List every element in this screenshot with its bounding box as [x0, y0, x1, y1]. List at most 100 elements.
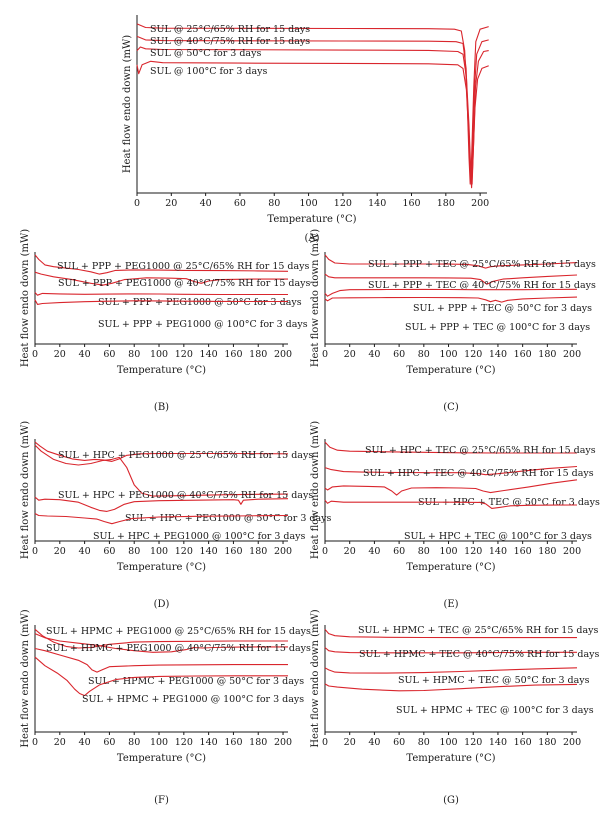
panel-b-x-axis-title: Temperature (°C) [117, 365, 206, 376]
panel-f-curve-3 [34, 647, 288, 673]
panel-d-series-label-3: SUL + HPC + PEG1000 @ 50°C for 3 days [125, 513, 331, 524]
panel-d-x-axis-title: Temperature (°C) [117, 562, 206, 573]
panel-g-x-tick-label: 200 [563, 737, 581, 748]
panel-b-x-tick-label: 200 [274, 349, 292, 360]
panel-c-x-axis-title: Temperature (°C) [406, 365, 495, 376]
panel-g-caption: (G) [443, 795, 459, 806]
panel-c-x-tick-label: 160 [514, 349, 532, 360]
panel-d-y-axis-title: Heat flow endo down (mW) [20, 421, 31, 559]
panel-d-x-tick-label: 120 [175, 546, 193, 557]
panel-c-caption: (C) [443, 402, 459, 413]
panel-g-series-label-2: SUL + HPMC + TEC @ 40°C/75% RH for 15 da… [359, 649, 599, 660]
panel-b-x-tick-label: 80 [128, 349, 140, 360]
panel-b-curve-1 [34, 254, 289, 275]
panel-f-curve-2 [34, 633, 288, 653]
panel-f-x-tick-label: 120 [175, 737, 193, 748]
panel-f-x-tick-label: 40 [79, 737, 91, 748]
panel-e-x-tick-label: 0 [322, 546, 328, 557]
panel-a-y-axis-title: Heat flow endo down (mW) [122, 35, 133, 173]
panel-a-series-label-4: SUL @ 100°C for 3 days [150, 66, 268, 77]
panel-f-x-tick-label: 140 [200, 737, 218, 748]
panel-g-curve-2 [324, 647, 577, 654]
panel-d-x-tick-label: 80 [128, 546, 140, 557]
panel-d-x-tick-label: 200 [274, 546, 292, 557]
panel-d-series-label-4: SUL + HPC + PEG1000 @ 100°C for 3 days [93, 531, 306, 542]
panel-e-series-label-1: SUL + HPC + TEC @ 25°C/65% RH for 15 day… [365, 445, 596, 456]
panel-a-curve-4 [136, 60, 489, 189]
panel-c-curve-4 [324, 296, 578, 303]
panel-e-x-tick-label: 200 [563, 546, 581, 557]
panel-f-x-tick-label: 160 [224, 737, 242, 748]
panel-b-x-tick-label: 60 [103, 349, 115, 360]
panel-b-series-label-3: SUL + PPP + PEG1000 @ 50°C for 3 days [98, 297, 302, 308]
panel-e-series-label-2: SUL + HPC + TEC @ 40°C/75% RH for 15 day… [363, 468, 594, 479]
panel-e-x-tick-label: 160 [514, 546, 532, 557]
panel-c-x-tick-label: 100 [439, 349, 457, 360]
panel-g-y-axis-title: Heat flow endo down (mW) [310, 609, 321, 747]
panel-c-curve-2 [324, 273, 578, 285]
panel-f-curve-4 [34, 656, 288, 697]
panel-b-x-tick-label: 160 [224, 349, 242, 360]
panel-b-caption: (B) [154, 402, 169, 413]
panel-b-series-label-2: SUL + PPP + PEG1000 @ 40°C/75% RH for 15… [58, 278, 311, 289]
panel-f-x-tick-label: 60 [103, 737, 115, 748]
panel-e-x-tick-label: 80 [418, 546, 430, 557]
panel-d-caption: (D) [154, 599, 170, 610]
panel-a-x-tick-label: 80 [268, 198, 280, 209]
panel-g-x-tick-label: 60 [393, 737, 405, 748]
panel-g-x-tick-label: 0 [322, 737, 328, 748]
panel-a-series-label-2: SUL @ 40°C/75% RH for 15 days [150, 36, 310, 47]
panel-c-curve-1 [324, 254, 578, 269]
panel-a-series-label-3: SUL @ 50°C for 3 days [150, 48, 261, 59]
panel-f-series-label-4: SUL + HPMC + PEG1000 @ 100°C for 3 days [82, 694, 304, 705]
panel-c-x-tick-label: 120 [464, 349, 482, 360]
panel-e-x-tick-label: 140 [489, 546, 507, 557]
panel-d-series-label-1: SUL + HPC + PEG1000 @ 25°C/65% RH for 15… [58, 450, 313, 461]
panel-g-x-tick-label: 40 [368, 737, 380, 748]
panel-c-y-axis-title: Heat flow endo down (mW) [310, 229, 321, 367]
panel-d-x-tick-label: 40 [79, 546, 91, 557]
panel-a-curve-3 [136, 46, 489, 185]
panel-g-x-tick-label: 20 [344, 737, 356, 748]
panel-f-x-tick-label: 180 [249, 737, 267, 748]
panel-e-x-tick-label: 120 [464, 546, 482, 557]
panel-d-curve-3 [34, 496, 289, 512]
panel-a-curve-2 [136, 35, 489, 180]
panel-c-x-tick-label: 20 [344, 349, 356, 360]
panel-d-x-tick-label: 140 [200, 546, 218, 557]
panel-a-x-tick-label: 160 [402, 198, 420, 209]
panel-a-x-tick-label: 100 [299, 198, 317, 209]
panel-e-x-tick-label: 60 [393, 546, 405, 557]
panel-a-series-label-1: SUL @ 25°C/65% RH for 15 days [150, 24, 310, 35]
panel-g-x-tick-label: 140 [489, 737, 507, 748]
panel-e-caption: (E) [443, 599, 458, 610]
panel-a-x-axis-title: Temperature (°C) [267, 214, 356, 225]
panel-d-x-tick-label: 100 [150, 546, 168, 557]
panel-d-series-label-2: SUL + HPC + PEG1000 @ 40°C/75% RH for 15… [58, 490, 313, 501]
panel-a-x-tick-label: 200 [471, 198, 489, 209]
panel-d-x-tick-label: 20 [54, 546, 66, 557]
panel-e-x-tick-label: 20 [344, 546, 356, 557]
panel-c-curve-3 [324, 288, 578, 297]
panel-b-x-tick-label: 100 [150, 349, 168, 360]
panel-f-x-axis-title: Temperature (°C) [117, 753, 206, 764]
panel-b-x-tick-label: 20 [54, 349, 66, 360]
panel-a-caption: (A) [304, 233, 319, 244]
panel-f-series-label-3: SUL + HPMC + PEG1000 @ 50°C for 3 days [88, 676, 304, 687]
panel-a-x-tick-label: 20 [165, 198, 177, 209]
panel-c-x-tick-label: 80 [418, 349, 430, 360]
panel-b-curve-3 [34, 292, 288, 296]
panel-a-x-tick-label: 0 [134, 198, 140, 209]
panel-f-x-tick-label: 80 [128, 737, 140, 748]
panel-b-x-tick-label: 140 [200, 349, 218, 360]
panel-f-series-label-1: SUL + HPMC + PEG1000 @ 25°C/65% RH for 1… [46, 626, 311, 637]
panel-f-x-tick-label: 100 [150, 737, 168, 748]
panel-d-curve-4 [34, 513, 289, 525]
panel-a-x-tick-label: 180 [437, 198, 455, 209]
panel-g-x-tick-label: 80 [418, 737, 430, 748]
panel-b-series-label-4: SUL + PPP + PEG1000 @ 100°C for 3 days [98, 319, 308, 330]
panel-c-series-label-1: SUL + PPP + TEC @ 25°C/65% RH for 15 day… [368, 259, 596, 270]
panel-g-x-tick-label: 120 [464, 737, 482, 748]
panel-e-curve-4 [324, 499, 578, 509]
